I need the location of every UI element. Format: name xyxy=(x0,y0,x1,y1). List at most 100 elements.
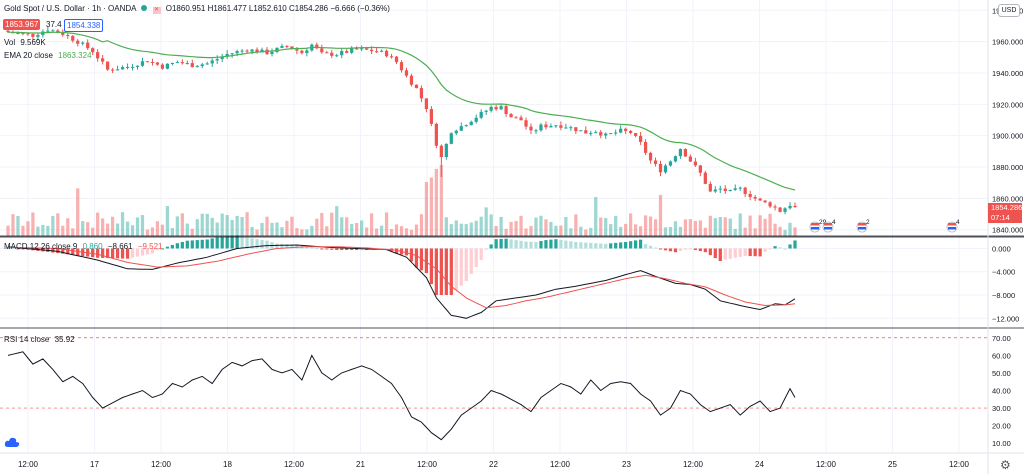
volume-bar xyxy=(96,212,100,236)
macd-hist-bar xyxy=(6,247,10,249)
volume-bar xyxy=(594,197,598,236)
volume-bar xyxy=(76,188,80,236)
macd-hist-bar xyxy=(564,240,568,249)
volume-bar xyxy=(589,227,593,236)
candle-body xyxy=(101,58,105,62)
volume-bar xyxy=(494,225,498,236)
candle-body xyxy=(185,63,189,65)
candle-body xyxy=(155,62,160,65)
macd-hist-bar xyxy=(434,248,438,296)
volume-bar xyxy=(235,215,239,236)
macd-hist-bar xyxy=(683,248,688,250)
volume-bar xyxy=(424,182,429,236)
volume-bar xyxy=(544,219,548,236)
volume-bar xyxy=(205,213,209,236)
ema-label: EMA 20 close xyxy=(4,51,53,60)
rsi-tick-label: 30.00 xyxy=(992,404,1011,413)
macd-hist-bar xyxy=(464,248,468,282)
macd-hist-bar xyxy=(494,239,498,249)
volume-bar xyxy=(449,224,453,236)
flag-icon xyxy=(824,223,832,226)
volume-bar xyxy=(584,229,588,236)
candle-body xyxy=(663,165,668,173)
live-dot xyxy=(141,5,148,11)
volume-bar xyxy=(200,213,204,236)
gear-icon[interactable]: ⚙ xyxy=(1000,458,1011,472)
currency-label[interactable]: USD xyxy=(998,4,1020,17)
candle-body xyxy=(384,50,389,57)
candle-body xyxy=(36,35,40,37)
macd-hist-bar xyxy=(190,240,194,249)
flag-icon[interactable]: ✕ xyxy=(152,7,161,14)
volume-bar xyxy=(245,212,249,236)
candle-body xyxy=(51,30,55,32)
macd-hist-bar xyxy=(335,248,339,251)
volume-bar xyxy=(768,213,772,236)
volume-bar xyxy=(56,213,60,236)
x-tick-label: 25 xyxy=(888,460,897,469)
candle-body xyxy=(723,188,727,192)
volume-bar xyxy=(574,214,578,236)
volume-bar xyxy=(648,216,653,236)
rsi-label: RSI 14 close xyxy=(4,335,50,344)
volume-bar xyxy=(599,217,603,236)
volume-bar xyxy=(783,229,787,236)
candle-body xyxy=(170,62,174,64)
price-tick-label: 1880.000 xyxy=(992,163,1023,172)
macd-hist-bar xyxy=(668,248,673,252)
macd-hist-bar xyxy=(140,248,145,256)
macd-hist-bar xyxy=(56,248,60,254)
candle-body xyxy=(748,194,752,198)
ask-price[interactable]: 1854.338 xyxy=(64,19,104,32)
macd-hist-bar xyxy=(594,243,598,249)
volume-bar xyxy=(738,213,742,236)
macd-hist-bar xyxy=(26,248,30,250)
macd-hist-bar xyxy=(101,248,105,258)
volume-bar xyxy=(210,217,214,236)
volume-bar xyxy=(360,220,364,236)
volume-bar xyxy=(150,227,155,236)
volume-bar xyxy=(46,225,50,236)
macd-hist-bar xyxy=(404,248,409,256)
volume-bar xyxy=(31,212,35,236)
macd-hist-bar xyxy=(544,240,548,249)
volume-bar xyxy=(175,216,179,236)
x-tick-label: 12:00 xyxy=(284,460,305,469)
candle-body xyxy=(474,117,478,122)
volume-bar xyxy=(260,222,264,236)
candle-body xyxy=(479,111,483,118)
volume-bar xyxy=(51,216,55,236)
bid-price[interactable]: 1853.967 xyxy=(3,19,41,30)
candle-body xyxy=(120,67,125,70)
volume-bar xyxy=(499,216,503,236)
volume-bar xyxy=(444,217,448,236)
candle-body xyxy=(16,33,20,35)
vol-label: Vol xyxy=(4,38,16,47)
candle-body xyxy=(693,161,697,166)
macd-hist-bar xyxy=(718,248,722,262)
candle-body xyxy=(519,117,523,121)
macd-hist-bar xyxy=(330,248,334,250)
x-tick-label: 12:00 xyxy=(683,460,704,469)
price-tick-label: 1900.000 xyxy=(992,132,1023,141)
candle-body xyxy=(414,84,419,89)
candle-body xyxy=(91,48,95,53)
macd-tick-label: −4.000 xyxy=(992,268,1015,277)
candle-body xyxy=(325,52,329,54)
candle-body xyxy=(788,205,792,209)
volume-bar xyxy=(688,219,693,236)
volume-bar xyxy=(788,222,792,236)
volume-bar xyxy=(190,228,194,236)
volume-bar xyxy=(300,229,304,236)
macd-hist-bar xyxy=(325,248,329,250)
candle-body xyxy=(624,128,628,131)
macd-hist-bar xyxy=(723,248,727,260)
volume-bar xyxy=(624,223,628,236)
cloud-icon[interactable] xyxy=(4,437,20,450)
candle-body xyxy=(140,61,145,66)
macd-legend: MACD 12 26 close 9 0.860 −8.661 −9.521 xyxy=(4,241,163,252)
macd-hist-bar xyxy=(439,248,443,296)
candle-body xyxy=(609,133,613,135)
macd-hist-bar xyxy=(509,239,513,249)
